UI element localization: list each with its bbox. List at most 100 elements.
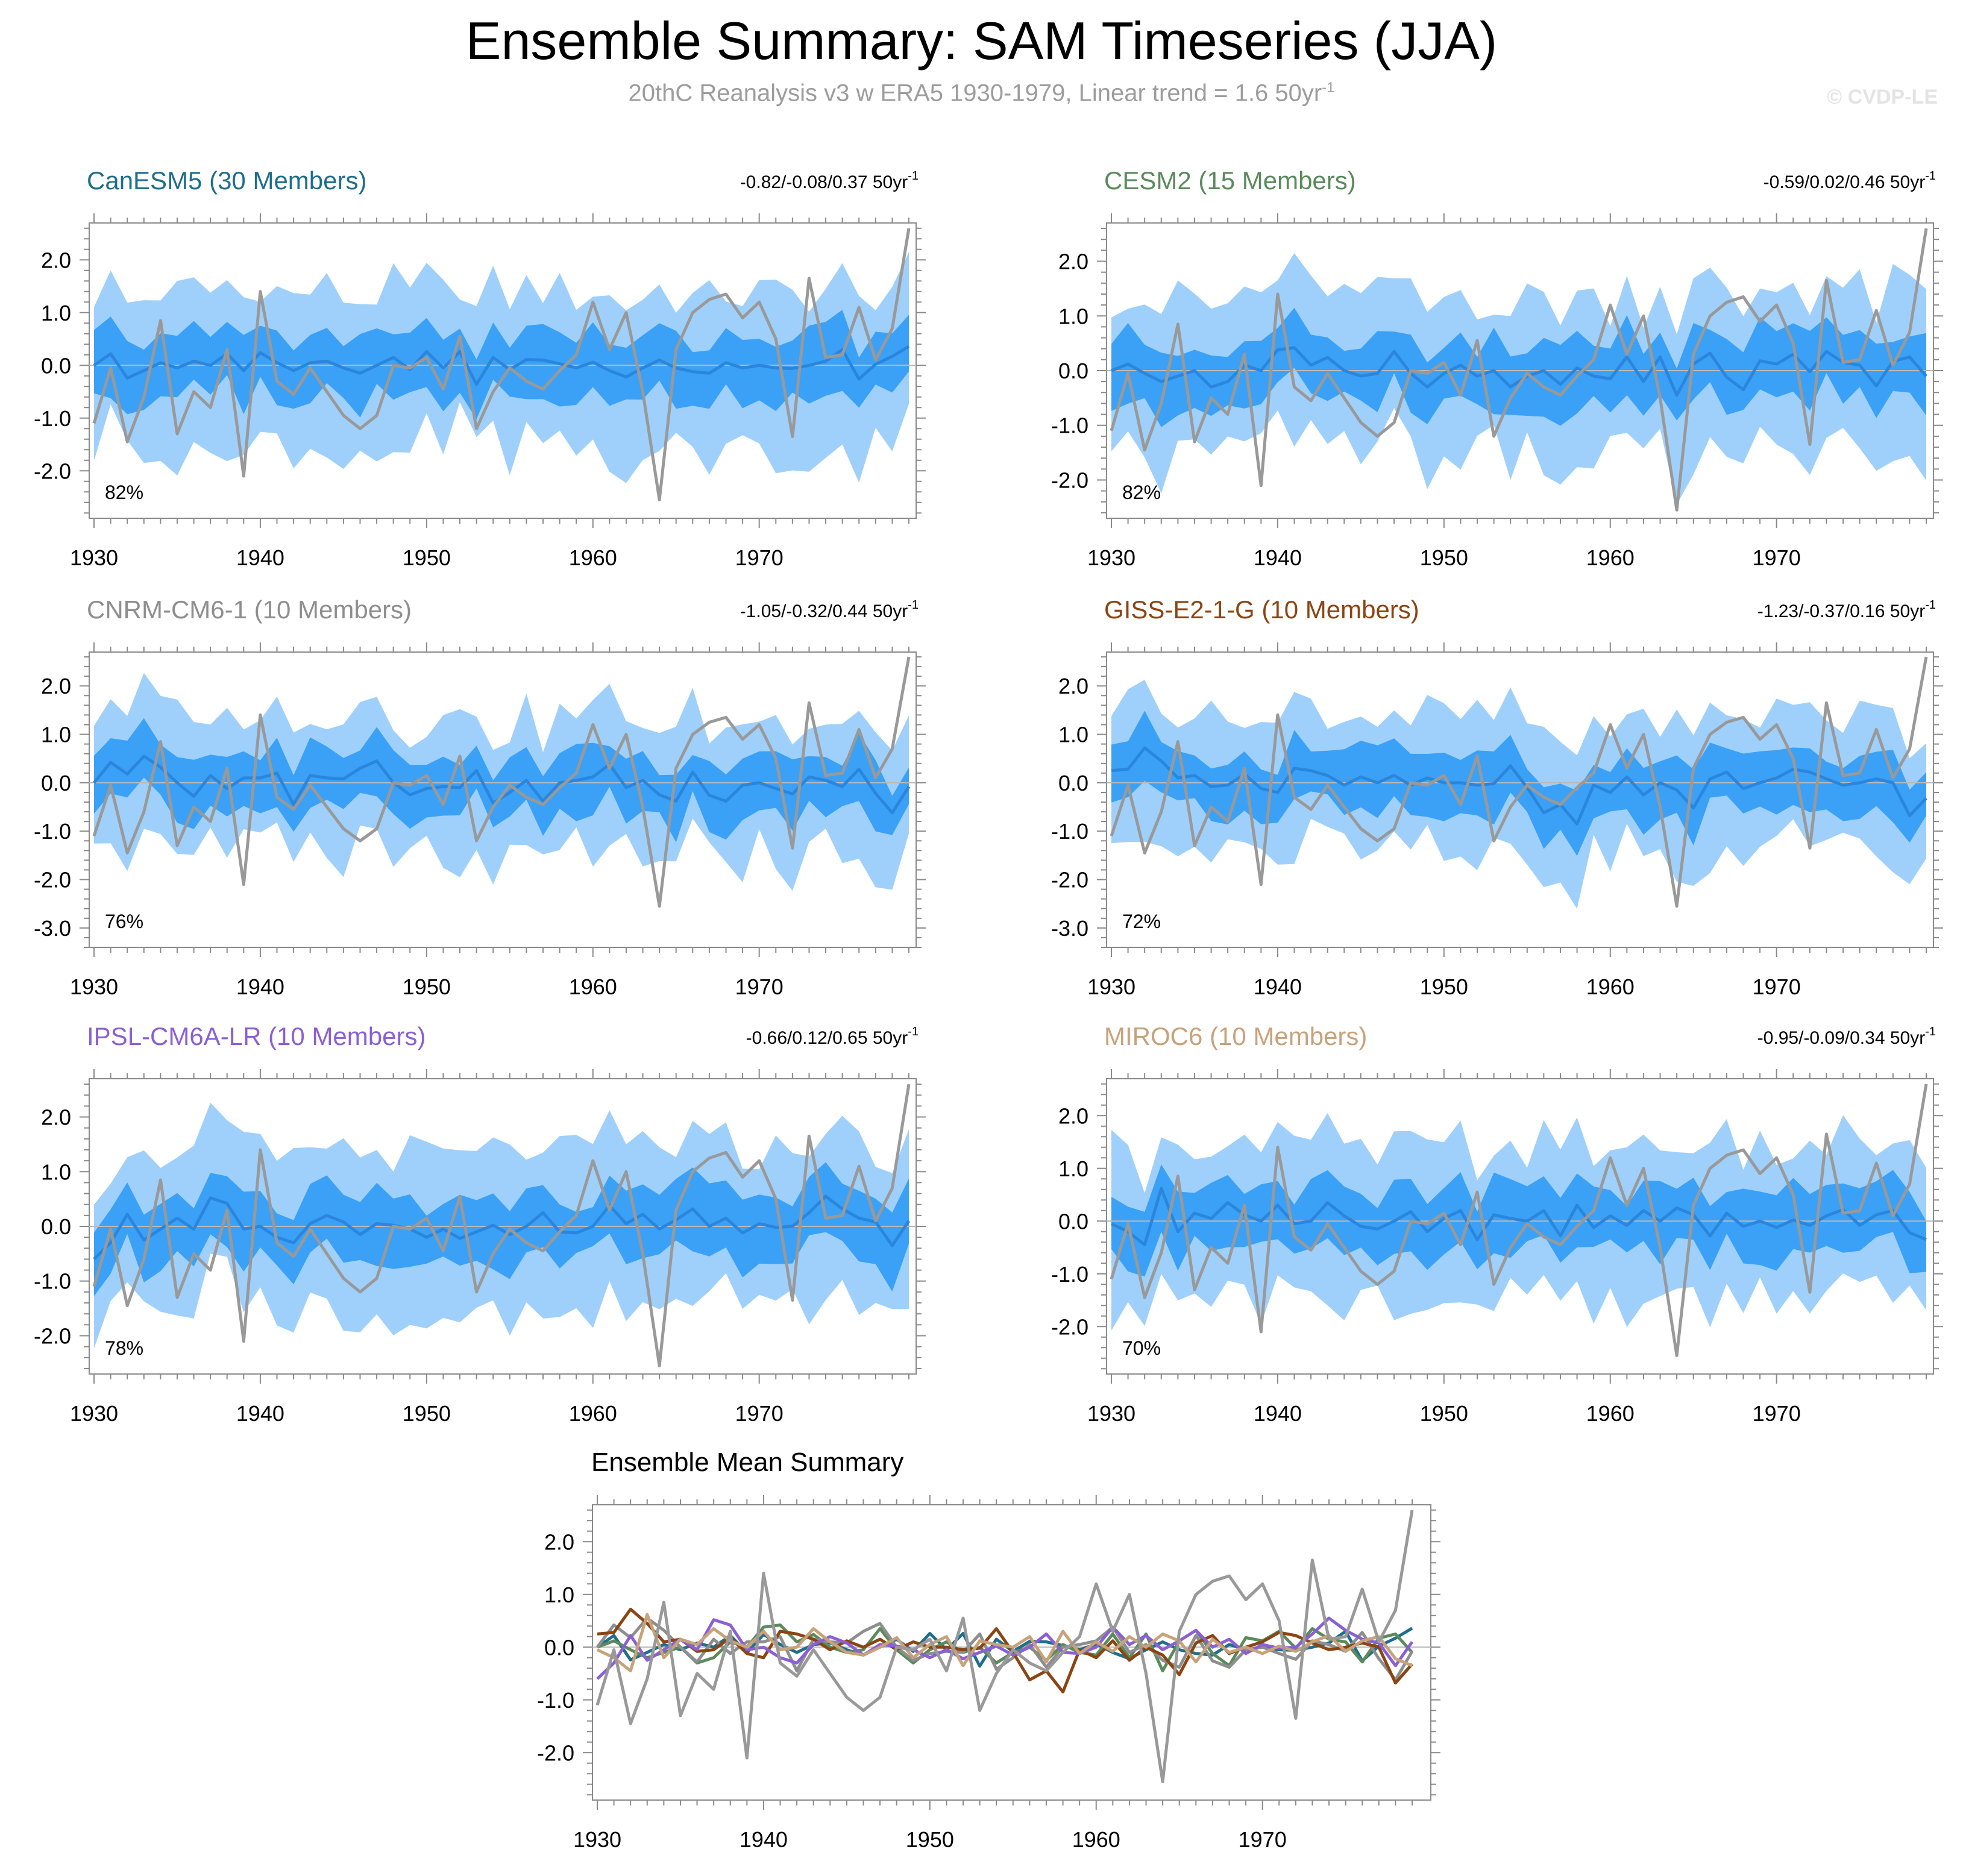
panel-title: CNRM-CM6-1 (10 Members) [87,595,412,624]
y-tick-label: 1.0 [41,723,71,747]
y-tick-label: 0.0 [544,1635,574,1660]
x-tick-label: 1960 [1586,1401,1635,1426]
trend-text: -0.95/-0.09/0.34 50yr [1757,1028,1926,1048]
x-tick-label: 1960 [569,545,617,570]
trend-label: -1.05/-0.32/0.44 50yr-1 [740,598,919,621]
x-tick-label: 1940 [236,1401,284,1426]
x-tick-label: 1970 [735,545,784,570]
ensemble-spread-inner [1111,307,1926,427]
trend-text: -0.66/0.12/0.65 50yr [746,1028,908,1048]
chart-panel-3: 2.0 1.0 0.0 -1.0 -2.0 -3.0 1930 1940 1950 1960 197… [34,595,926,999]
x-tick-label: 1950 [1420,974,1468,999]
panel-title: MIROC6 (10 Members) [1104,1022,1367,1050]
match-percent: 70% [1122,1337,1161,1359]
y-tick-label: -2.0 [537,1740,574,1765]
plot-area [89,228,916,501]
x-tick-label: 1930 [573,1827,621,1852]
x-tick-label: 1930 [1087,974,1135,999]
trend-label: -1.23/-0.37/0.16 50yr-1 [1757,598,1936,621]
x-tick-label: 1960 [569,1401,617,1426]
x-tick-label: 1950 [1420,1401,1468,1426]
y-tick-label: 0.0 [41,353,71,378]
y-tick-label: 0.0 [1058,771,1088,795]
subtitle-exponent: -1 [1322,80,1335,96]
y-tick-label: 2.0 [1058,674,1088,698]
y-tick-label: 1.0 [1058,723,1088,747]
x-tick-label: 1960 [569,974,617,999]
plot-area [89,656,916,908]
trend-exponent: -1 [908,598,919,612]
observation-line [92,228,911,501]
page-subtitle: 20thC Reanalysis v3 w ERA5 1930-1979, Li… [0,80,1963,107]
y-tick-label: -1.0 [34,1269,71,1294]
trend-text: -0.82/-0.08/0.37 50yr [740,172,908,192]
y-tick-label: 2.0 [544,1529,574,1554]
x-tick-label: 1970 [1753,1401,1801,1426]
ensemble-mean-line [93,345,910,386]
trend-text: -0.59/0.02/0.46 50yr [1764,172,1926,192]
trend-exponent: -1 [1925,1025,1936,1038]
panel-title: Ensemble Mean Summary [591,1448,903,1477]
panel-title: IPSL-CM6A-LR (10 Members) [87,1022,426,1050]
trend-exponent: -1 [1925,169,1936,183]
chart-panel-2: 2.0 1.0 0.0 -1.0 -2.0 1930 1940 1950 1960 1970 CES… [1051,166,1943,570]
panel-title: CESM2 (15 Members) [1104,166,1356,195]
x-tick-label: 1960 [1586,974,1635,999]
x-tick-label: 1940 [740,1827,788,1852]
y-tick-label: -1.0 [1051,413,1088,438]
subtitle-text: 20thC Reanalysis v3 w ERA5 1930-1979, Li… [628,80,1322,107]
x-tick-label: 1960 [1586,545,1635,570]
observation-line [1110,228,1928,512]
trend-text: -1.23/-0.37/0.16 50yr [1757,601,1926,621]
y-tick-label: 1.0 [544,1583,574,1607]
y-tick-label: -2.0 [1051,1314,1088,1339]
x-tick-label: 1940 [1254,974,1302,999]
chart-panel-4: 2.0 1.0 0.0 -1.0 -2.0 -3.0 1930 1940 1950 1960 197… [1051,595,1943,999]
y-tick-label: -3.0 [1051,916,1088,941]
x-tick-label: 1930 [1087,545,1135,570]
observation-line [1110,656,1928,908]
observation-line [595,1510,1414,1783]
x-tick-label: 1940 [1254,545,1302,570]
x-tick-label: 1950 [1420,545,1468,570]
y-tick-label: -2.0 [1051,468,1088,492]
plot-area [1107,656,1933,909]
y-tick-label: 0.0 [41,1214,71,1239]
x-tick-label: 1930 [70,974,118,999]
x-tick-label: 1970 [735,974,784,999]
y-tick-label: 1.0 [41,301,71,325]
y-tick-label: -1.0 [1051,1262,1088,1287]
y-tick-label: 1.0 [41,1159,71,1184]
y-tick-label: -3.0 [34,916,71,941]
trend-label: -0.95/-0.09/0.34 50yr-1 [1757,1025,1936,1048]
y-tick-label: 2.0 [1058,1103,1088,1128]
y-tick-label: 1.0 [1058,1156,1088,1181]
plot-area [1107,1084,1933,1357]
x-tick-label: 1940 [236,545,284,570]
x-tick-label: 1950 [403,974,451,999]
x-tick-label: 1940 [236,974,284,999]
x-tick-label: 1930 [1087,1401,1135,1426]
y-tick-label: 0.0 [41,771,71,795]
trend-label: -0.59/0.02/0.46 50yr-1 [1764,169,1936,192]
observation-line [92,1084,911,1367]
match-percent: 82% [105,482,143,503]
x-tick-label: 1970 [1753,974,1801,999]
chart-panel-7: 2.0 1.0 0.0 -1.0 -2.0 1930 1940 1950 1960 1970 Ens… [537,1448,1440,1852]
y-tick-label: -2.0 [34,459,71,483]
y-tick-label: 1.0 [1058,304,1088,328]
x-tick-label: 1930 [70,545,118,570]
y-tick-label: 2.0 [41,248,71,272]
chart-panel-5: 2.0 1.0 0.0 -1.0 -2.0 1930 1940 1950 1960 1970 IPS… [34,1022,926,1426]
y-tick-label: -2.0 [34,868,71,893]
x-tick-label: 1970 [1753,545,1801,570]
y-tick-label: 2.0 [41,1105,71,1130]
x-tick-label: 1950 [906,1827,954,1852]
y-tick-label: 2.0 [1058,249,1088,274]
trend-exponent: -1 [908,169,919,183]
plot-area [592,1510,1431,1783]
x-tick-label: 1950 [403,1401,451,1426]
y-tick-label: -1.0 [537,1688,574,1713]
watermark: © CVDP-LE [1827,86,1938,108]
